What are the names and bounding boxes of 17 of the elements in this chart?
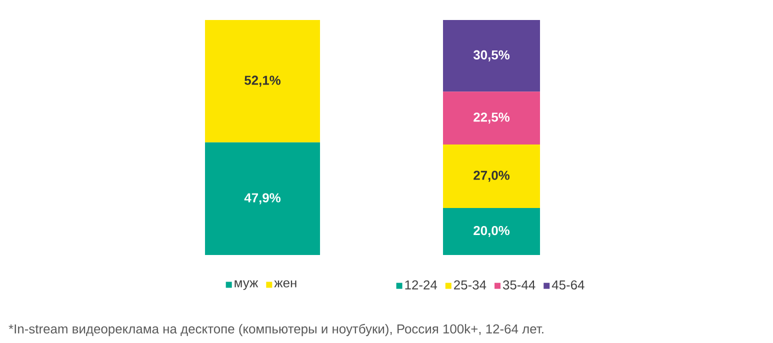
- bar: [443, 20, 540, 92]
- data-label: 22,5%: [474, 112, 510, 124]
- legend-label: 12-24: [405, 280, 438, 290]
- bar: [443, 92, 540, 145]
- legend-label: 25-34: [454, 280, 486, 290]
- data-label: 47,9%: [244, 193, 281, 204]
- bar: [443, 144, 540, 208]
- text: *In-stream видеореклама на десктопе (компьютеры и ноутбуки), Россия 100k+, 12-64 лет.: [8, 324, 544, 336]
- data-label: 30,5%: [473, 50, 510, 62]
- legend-label: жен: [274, 280, 296, 288]
- data-label: 52,1%: [244, 76, 281, 87]
- data-label: 27,0%: [474, 170, 510, 182]
- legend-label: 45-64: [552, 280, 584, 290]
- data-label: 20,0%: [474, 226, 510, 238]
- legend-label: муж: [234, 280, 258, 290]
- legend-label: 35-44: [503, 280, 536, 290]
- bar: [443, 208, 540, 255]
